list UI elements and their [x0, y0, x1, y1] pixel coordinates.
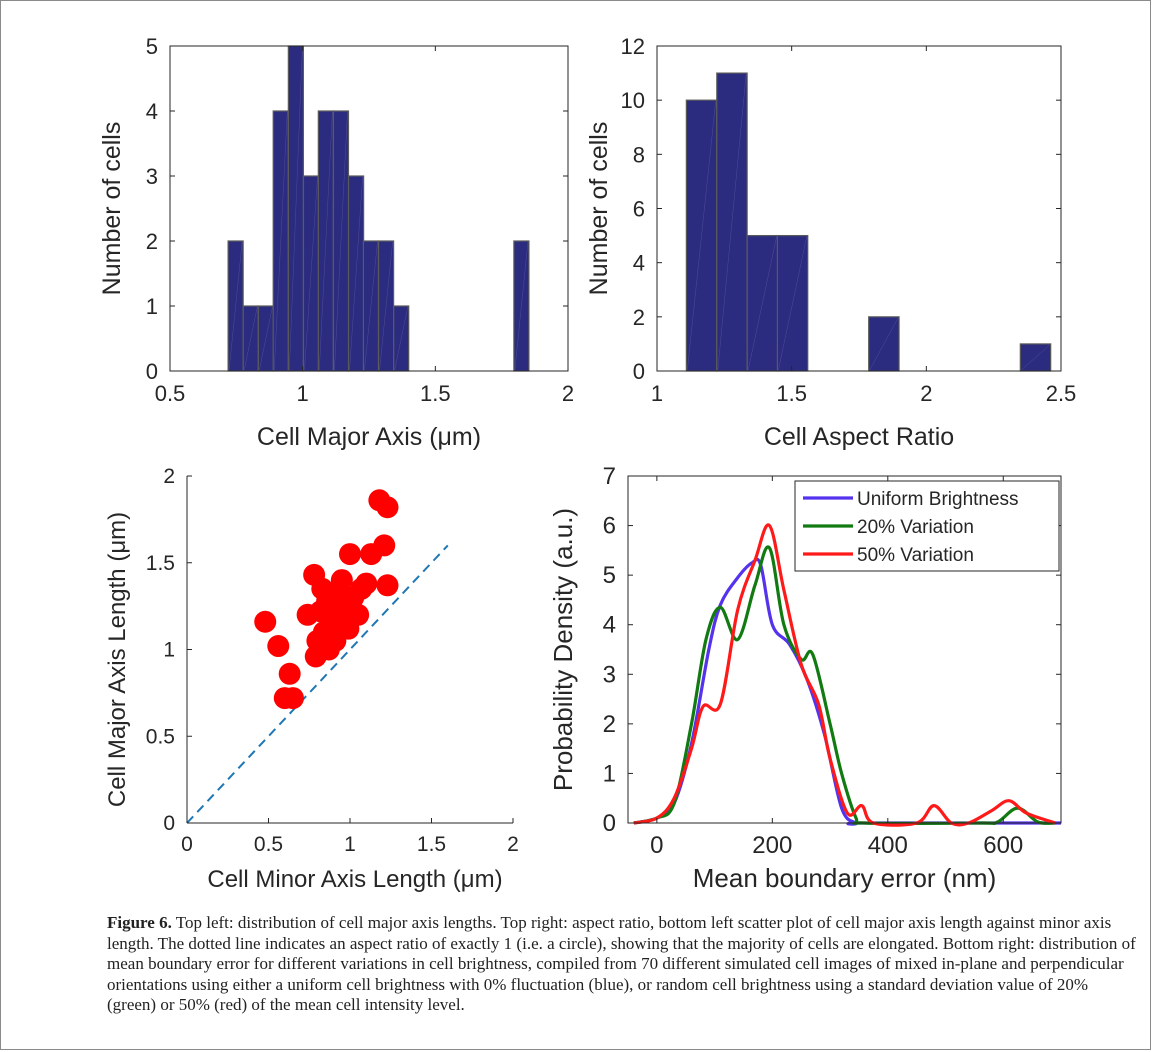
scatter-point	[339, 543, 361, 566]
x-tick-label: 1	[344, 833, 356, 856]
bar-artifact-line	[778, 236, 807, 371]
y-tick-label: 2	[146, 229, 158, 254]
y-tick-label: 4	[633, 251, 645, 276]
x-tick-label: 2	[562, 381, 574, 406]
bar-artifact-line	[687, 101, 716, 371]
figure-caption: Figure 6. Top left: distribution of cell…	[107, 913, 1137, 1016]
x-tick-label: 1.5	[776, 381, 807, 406]
y-tick-label: 10	[621, 88, 645, 113]
y-tick-label: 2	[603, 711, 616, 738]
bar-artifact-line	[869, 317, 899, 371]
bar-artifact-line	[273, 111, 288, 371]
x-axis-label: Mean boundary error (nm)	[693, 863, 996, 893]
y-tick-label: 0	[163, 812, 175, 835]
x-tick-label: 1	[297, 381, 309, 406]
y-axis-label: Probability Density (a.u.)	[548, 508, 578, 791]
y-tick-label: 1	[603, 760, 616, 787]
y-axis-label: Number of cells	[98, 122, 126, 296]
x-tick-label: 600	[983, 832, 1023, 859]
x-tick-label: 2	[507, 833, 519, 856]
bar-artifact-line	[289, 46, 303, 371]
y-tick-label: 6	[603, 513, 616, 540]
y-tick-label: 8	[633, 142, 645, 167]
y-tick-label: 3	[146, 164, 158, 189]
x-axis-label: Cell Minor Axis Length (μm)	[207, 866, 502, 893]
legend-label: 50% Variation	[857, 545, 974, 566]
scatter-point	[278, 662, 301, 685]
bar-artifact-line	[379, 241, 393, 371]
bar-artifact-line	[364, 241, 378, 371]
y-tick-label: 3	[603, 661, 616, 688]
x-tick-label: 200	[752, 832, 792, 859]
bar-artifact-line	[747, 236, 777, 371]
scatter-point	[373, 534, 396, 557]
x-tick-label: 1.5	[420, 381, 451, 406]
bar-artifact-line	[304, 176, 318, 371]
x-tick-label: 0.5	[254, 833, 283, 856]
scatter-point	[376, 574, 399, 597]
panel-aspect-ratio-histogram: 1 1.5 2 2.5 0 2 4 6 8 10 12 Cell Aspect Ratio Number…	[585, 34, 1076, 451]
bar-artifact-line	[243, 306, 258, 371]
y-tick-label: 4	[603, 612, 616, 639]
bar-artifact-line	[228, 241, 243, 371]
bar-artifact-line	[394, 306, 408, 371]
bar-artifact-line	[334, 111, 348, 371]
legend-label: Uniform Brightness	[857, 489, 1019, 510]
bar-artifact-line	[319, 111, 333, 371]
bar-artifact-line	[514, 241, 529, 371]
bar-artifact-line	[259, 306, 273, 371]
scatter-point	[376, 496, 399, 519]
y-tick-label: 0	[633, 359, 645, 384]
y-axis-label: Cell Major Axis Length (μm)	[104, 512, 131, 807]
y-tick-label: 0	[603, 810, 616, 837]
y-tick-label: 2	[633, 305, 645, 330]
x-tick-label: 2	[920, 381, 932, 406]
scatter-point	[330, 569, 353, 592]
y-tick-label: 4	[146, 99, 158, 124]
x-tick-label: 0.5	[155, 381, 186, 406]
x-tick-label: 1	[651, 381, 663, 406]
caption-text: Top left: distribution of cell major axi…	[107, 913, 1136, 1014]
legend-label: 20% Variation	[857, 517, 974, 538]
y-axis-label: Number of cells	[585, 122, 613, 296]
y-tick-label: 6	[633, 197, 645, 222]
x-tick-label: 0	[181, 833, 193, 856]
y-tick-label: 5	[146, 34, 158, 59]
scatter-point	[254, 610, 277, 633]
scatter-point	[267, 635, 290, 658]
scatter-point	[347, 603, 370, 626]
y-tick-label: 7	[603, 463, 616, 490]
x-tick-label: 2.5	[1046, 381, 1077, 406]
bar-artifact-line	[1021, 344, 1050, 371]
scatter-point	[281, 687, 304, 710]
y-tick-label: 12	[621, 34, 645, 59]
y-tick-label: 0.5	[146, 725, 175, 748]
reference-line	[186, 544, 449, 824]
x-tick-label: 1.5	[417, 833, 446, 856]
y-tick-label: 1	[163, 639, 175, 662]
y-tick-label: 5	[603, 562, 616, 589]
x-axis-label: Cell Major Axis (μm)	[257, 423, 481, 451]
x-tick-label: 0	[650, 832, 663, 859]
y-tick-label: 1.5	[146, 552, 175, 575]
y-tick-label: 1	[146, 294, 158, 319]
axes-box	[627, 475, 1062, 824]
caption-label: Figure 6.	[107, 913, 172, 932]
bar-artifact-line	[717, 74, 747, 371]
bar-artifact-line	[349, 176, 363, 371]
y-tick-label: 2	[163, 465, 175, 488]
panel-boundary-error-density: 0 200 400 600 0 1 2 3 4 5 6 7 Mean boundary error (n…	[548, 463, 1062, 893]
panel-major-axis-histogram: 0.5 1 1.5 2 0 1 2 3 4 5 Cell Major Axis (μm) Number…	[98, 34, 574, 451]
x-axis-label: Cell Aspect Ratio	[764, 423, 954, 451]
scatter-point	[355, 572, 378, 595]
axes-box	[169, 45, 569, 372]
y-tick-label: 0	[146, 359, 158, 384]
x-tick-label: 400	[868, 832, 908, 859]
